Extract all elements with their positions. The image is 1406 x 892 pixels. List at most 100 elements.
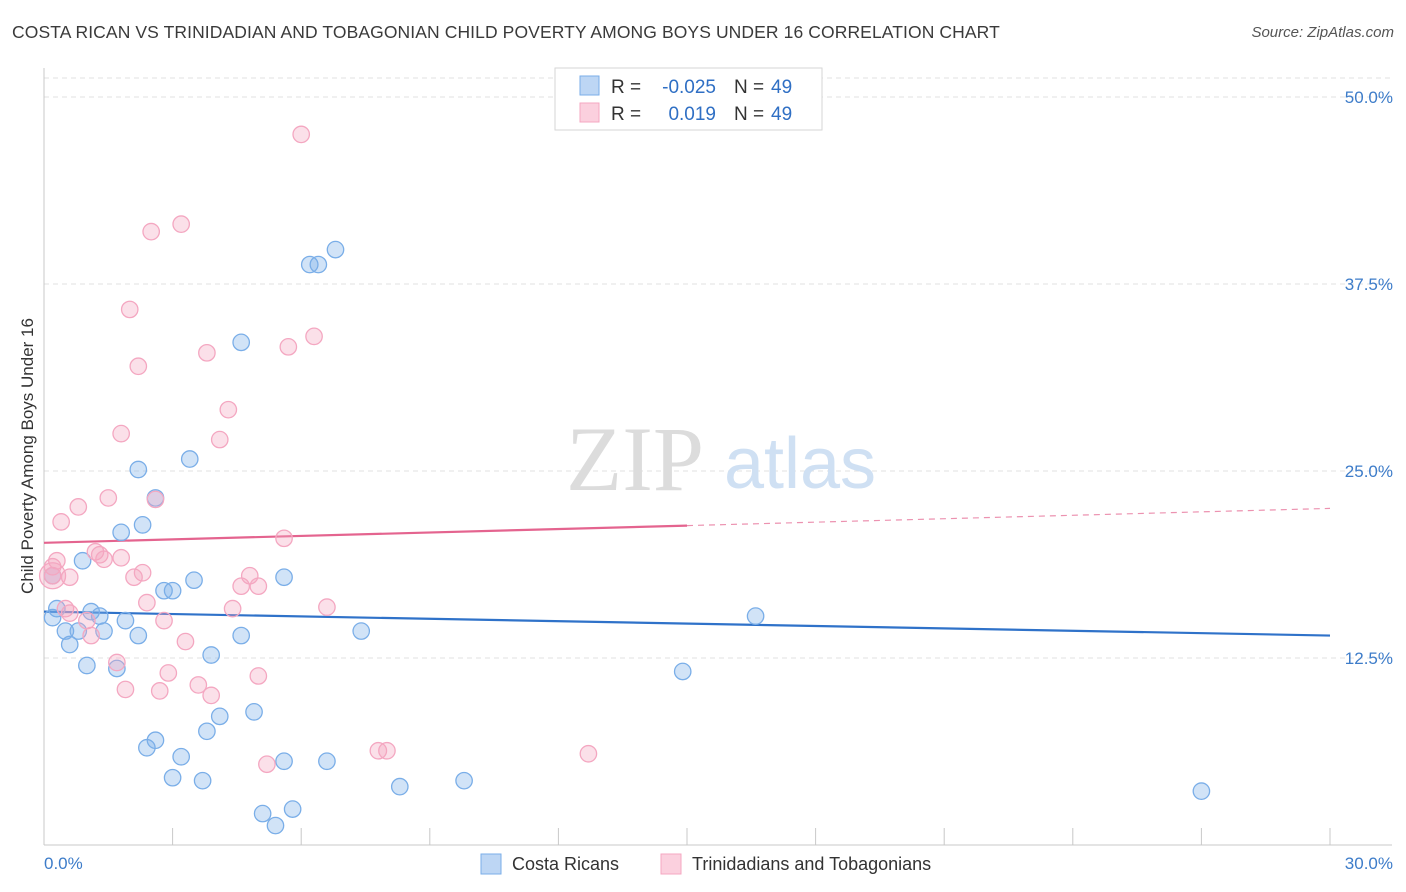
point-trinidadians-3 — [52, 513, 70, 531]
point-trinidadians-42 — [279, 337, 298, 356]
point-costa-ricans-18 — [146, 731, 165, 750]
point-trinidadians-23 — [142, 222, 161, 241]
point-costa-ricans-39 — [309, 255, 328, 274]
point-trinidadians-33 — [210, 430, 229, 449]
legend-r-label-1: R = — [611, 77, 641, 98]
trend-lines — [43, 507, 1331, 637]
point-trinidadians-14 — [108, 653, 126, 672]
point-trinidadians-6 — [60, 604, 79, 622]
trend-line-1 — [43, 524, 688, 544]
point-costa-ricans-13 — [116, 611, 135, 630]
point-trinidadians-43 — [292, 125, 311, 144]
legend-r-value-2: 0.019 — [668, 104, 716, 125]
y-tick-label-0: 12.5% — [1345, 649, 1393, 668]
point-costa-ricans-6 — [73, 551, 92, 570]
point-costa-ricans-31 — [232, 626, 251, 645]
watermark: ZIP atlas — [566, 408, 876, 510]
point-trinidadians-19 — [125, 568, 143, 587]
point-costa-ricans-43 — [390, 777, 409, 796]
point-costa-ricans-48 — [1192, 782, 1211, 800]
point-trinidadians-9 — [82, 626, 101, 645]
y-tick-labels: 12.5% 25.0% 37.5% 50.0% — [1345, 88, 1393, 668]
chart-source: Source: ZipAtlas.com — [1251, 24, 1394, 41]
y-tick-label-2: 37.5% — [1345, 275, 1393, 294]
point-costa-ricans-25 — [185, 571, 203, 590]
point-costa-ricans-29 — [210, 707, 229, 726]
legend-swatch-pink — [579, 102, 600, 123]
legend-n-value-1: 49 — [771, 77, 792, 98]
point-trinidadians-2 — [48, 551, 66, 570]
point-trinidadians-8 — [78, 611, 96, 630]
point-trinidadians-26 — [155, 611, 173, 630]
legend-n-label-1: N = — [734, 77, 764, 98]
point-trinidadians-48 — [579, 744, 598, 763]
point-trinidadians-30 — [189, 676, 208, 694]
series-legend-label-trinidadians: Trinidadians and Tobagonians — [692, 854, 931, 874]
point-trinidadians-44 — [305, 327, 323, 346]
point-costa-ricans-11 — [108, 659, 126, 678]
point-trinidadians-24 — [146, 490, 165, 509]
series-legend-label-costa-ricans: Costa Ricans — [512, 854, 619, 874]
point-costa-ricans-4 — [60, 635, 79, 654]
point-costa-ricans-41 — [326, 240, 345, 259]
point-costa-ricans-26 — [193, 771, 212, 790]
point-cluster-large — [38, 562, 67, 590]
point-costa-ricans-15 — [133, 516, 152, 534]
point-costa-ricans-36 — [275, 752, 293, 771]
trend-line-ext-1 — [686, 507, 1331, 527]
point-trinidadians-7 — [69, 498, 88, 516]
data-points — [38, 80, 1211, 835]
point-costa-ricans-37 — [283, 800, 302, 818]
y-axis-label: Child Poverty Among Boys Under 16 — [18, 318, 37, 594]
point-costa-ricans-27 — [198, 722, 216, 741]
legend-n-value-2: 49 — [771, 104, 792, 125]
x-tick-label-max: 30.0% — [1345, 854, 1393, 873]
point-costa-ricans-28 — [202, 646, 221, 664]
point-costa-ricans-8 — [82, 602, 101, 621]
point-trinidadians-40 — [258, 755, 276, 774]
point-costa-ricans-34 — [266, 816, 285, 835]
point-costa-ricans-40 — [318, 752, 336, 771]
point-costa-ricans-42 — [352, 622, 371, 640]
watermark-zip: ZIP — [566, 408, 704, 510]
point-trinidadians-18 — [120, 300, 139, 319]
point-trinidadians-39 — [249, 577, 268, 596]
point-costa-ricans-32 — [245, 703, 263, 721]
point-trinidadians-31 — [198, 343, 216, 362]
point-costa-ricans-44 — [455, 771, 473, 790]
correlation-legend: R = -0.025 N = 49 R = 0.019 N = 49 — [554, 67, 823, 131]
point-costa-ricans-1 — [43, 608, 62, 627]
point-costa-ricans-23 — [172, 747, 191, 766]
point-trinidadians-29 — [176, 632, 195, 651]
point-trinidadians-17 — [116, 680, 135, 699]
point-costa-ricans-16 — [129, 460, 148, 479]
legend-r-label-2: R = — [611, 104, 641, 125]
x-tick-label-min: 0.0% — [44, 854, 83, 873]
point-costa-ricans-14 — [129, 626, 148, 645]
legend-n-label-2: N = — [734, 104, 764, 125]
point-trinidadians-25 — [150, 682, 169, 700]
point-trinidadians-45 — [318, 598, 336, 616]
y-tick-label-3: 50.0% — [1345, 88, 1393, 107]
point-costa-ricans-24 — [180, 450, 199, 468]
point-trinidadians-20 — [129, 357, 148, 376]
series-legend: Costa Ricans Trinidadians and Tobagonian… — [480, 853, 931, 875]
point-trinidadians-21 — [133, 563, 152, 582]
point-trinidadians-15 — [112, 548, 131, 567]
point-trinidadians-32 — [202, 686, 221, 705]
axes — [43, 68, 1392, 846]
point-costa-ricans-33 — [253, 804, 272, 823]
point-trinidadians-12 — [95, 550, 113, 569]
point-trinidadians-22 — [138, 593, 156, 612]
y-tick-label-1: 25.0% — [1345, 462, 1393, 481]
legend-r-value-1: -0.025 — [662, 77, 716, 98]
point-trinidadians-34 — [219, 400, 238, 419]
point-costa-ricans-30 — [232, 333, 251, 352]
point-costa-ricans-7 — [78, 656, 96, 675]
point-trinidadians-35 — [223, 599, 242, 618]
point-trinidadians-27 — [159, 664, 178, 682]
point-trinidadians-38 — [249, 667, 268, 685]
point-trinidadians-41 — [275, 529, 293, 548]
point-costa-ricans-12 — [112, 523, 131, 542]
